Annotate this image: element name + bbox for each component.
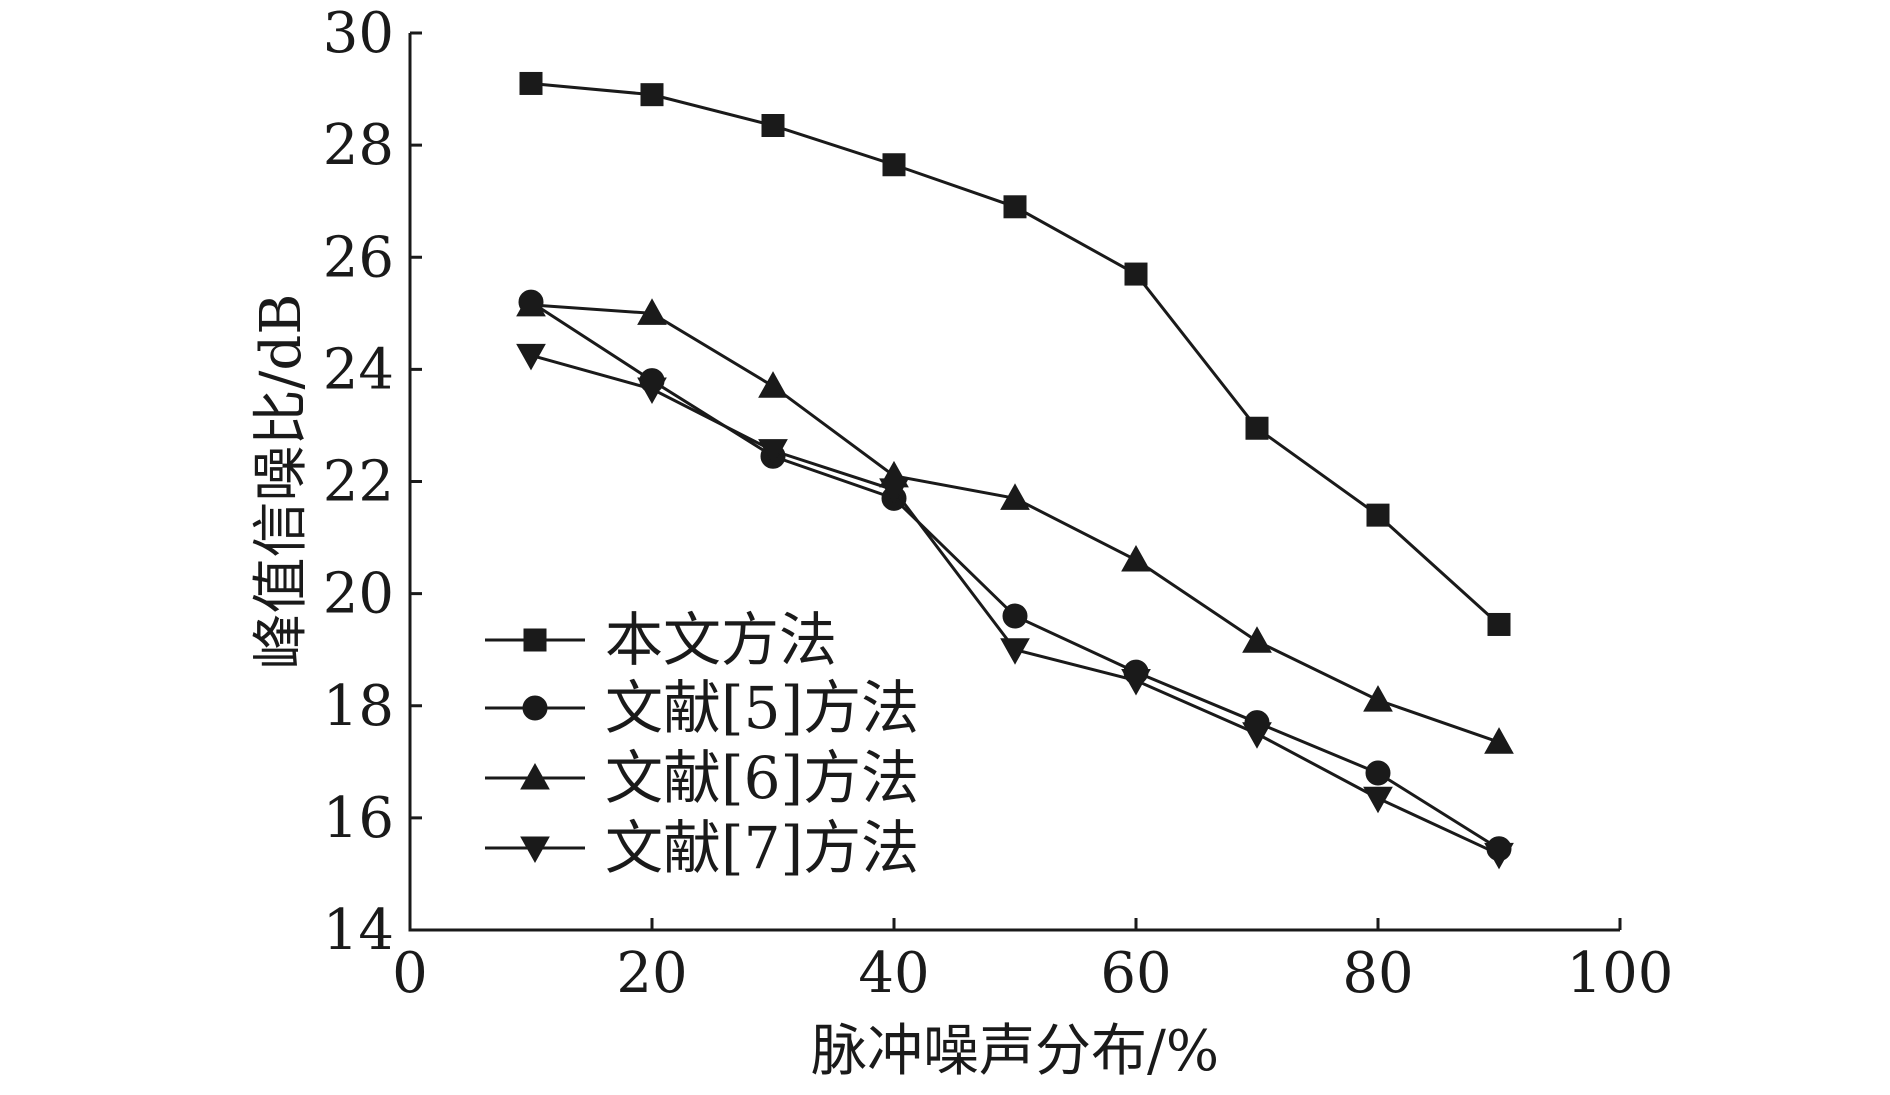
data-point <box>1487 612 1511 636</box>
x-tick-label: 60 <box>1100 941 1171 1006</box>
legend-item: 文献[6]方法 <box>485 744 919 812</box>
x-tick-label: 20 <box>616 941 687 1006</box>
series-1 <box>519 71 1511 636</box>
data-point <box>1484 727 1514 754</box>
legend-marker <box>520 836 550 864</box>
y-tick-label: 16 <box>323 786 394 851</box>
series-4 <box>516 343 1514 870</box>
axis-lines <box>408 33 1620 932</box>
y-tick-label: 28 <box>323 113 394 178</box>
y-tick-label: 20 <box>323 562 394 627</box>
data-point <box>879 478 909 505</box>
series-3 <box>516 289 1514 754</box>
data-point <box>1363 786 1393 814</box>
axes: 0 20 40 60 80 100 14 16 18 20 22 24 26 28 30 <box>323 1 1674 1006</box>
y-tick-label: 26 <box>323 225 394 290</box>
data-point <box>1124 262 1148 286</box>
data-point <box>1121 544 1151 572</box>
data-point <box>1000 638 1030 665</box>
legend-marker <box>520 762 550 790</box>
y-tick-label: 22 <box>323 450 394 515</box>
data-point <box>1366 503 1390 527</box>
legend-label: 文献[6]方法 <box>605 744 919 812</box>
legend-marker <box>523 628 547 652</box>
y-tick-label: 14 <box>323 898 394 963</box>
data-point <box>516 343 546 371</box>
data-point <box>637 298 667 325</box>
legend-label: 文献[7]方法 <box>605 814 919 882</box>
y-tick-label: 30 <box>323 1 394 66</box>
y-tick-label: 24 <box>323 337 394 402</box>
data-point <box>1000 483 1030 510</box>
data-point <box>637 377 667 405</box>
data-point <box>519 71 543 95</box>
data-point <box>761 114 785 138</box>
data-point <box>1242 722 1272 749</box>
data-point <box>1121 669 1151 696</box>
data-point <box>1242 626 1272 653</box>
legend-label: 本文方法 <box>605 606 837 674</box>
data-point <box>1365 760 1391 786</box>
x-tick-label: 0 <box>392 941 428 1006</box>
legend-marker <box>522 695 548 721</box>
data-point <box>516 289 546 317</box>
data-point <box>1003 195 1027 219</box>
data-point <box>758 371 788 398</box>
y-tick-label: 18 <box>323 674 394 739</box>
data-point <box>1002 603 1028 629</box>
data-point <box>640 83 664 107</box>
data-point <box>758 439 788 466</box>
x-tick-label: 80 <box>1342 941 1413 1006</box>
x-tick-label: 40 <box>858 941 929 1006</box>
data-point <box>1363 685 1393 712</box>
x-axis-title: 脉冲噪声分布/% <box>811 1019 1219 1084</box>
legend-item: 文献[7]方法 <box>485 814 919 882</box>
series-line <box>530 81 1501 626</box>
data-point <box>1245 416 1269 440</box>
series-layer <box>516 71 1514 870</box>
legend-label: 文献[5]方法 <box>605 674 919 742</box>
legend-item: 文献[5]方法 <box>485 674 919 742</box>
legend-item: 本文方法 <box>485 606 837 674</box>
y-axis-title: 峰值信噪比/dB <box>249 294 314 670</box>
data-point <box>1484 842 1514 870</box>
x-tick-label: 100 <box>1567 941 1674 1006</box>
data-point <box>882 153 906 177</box>
